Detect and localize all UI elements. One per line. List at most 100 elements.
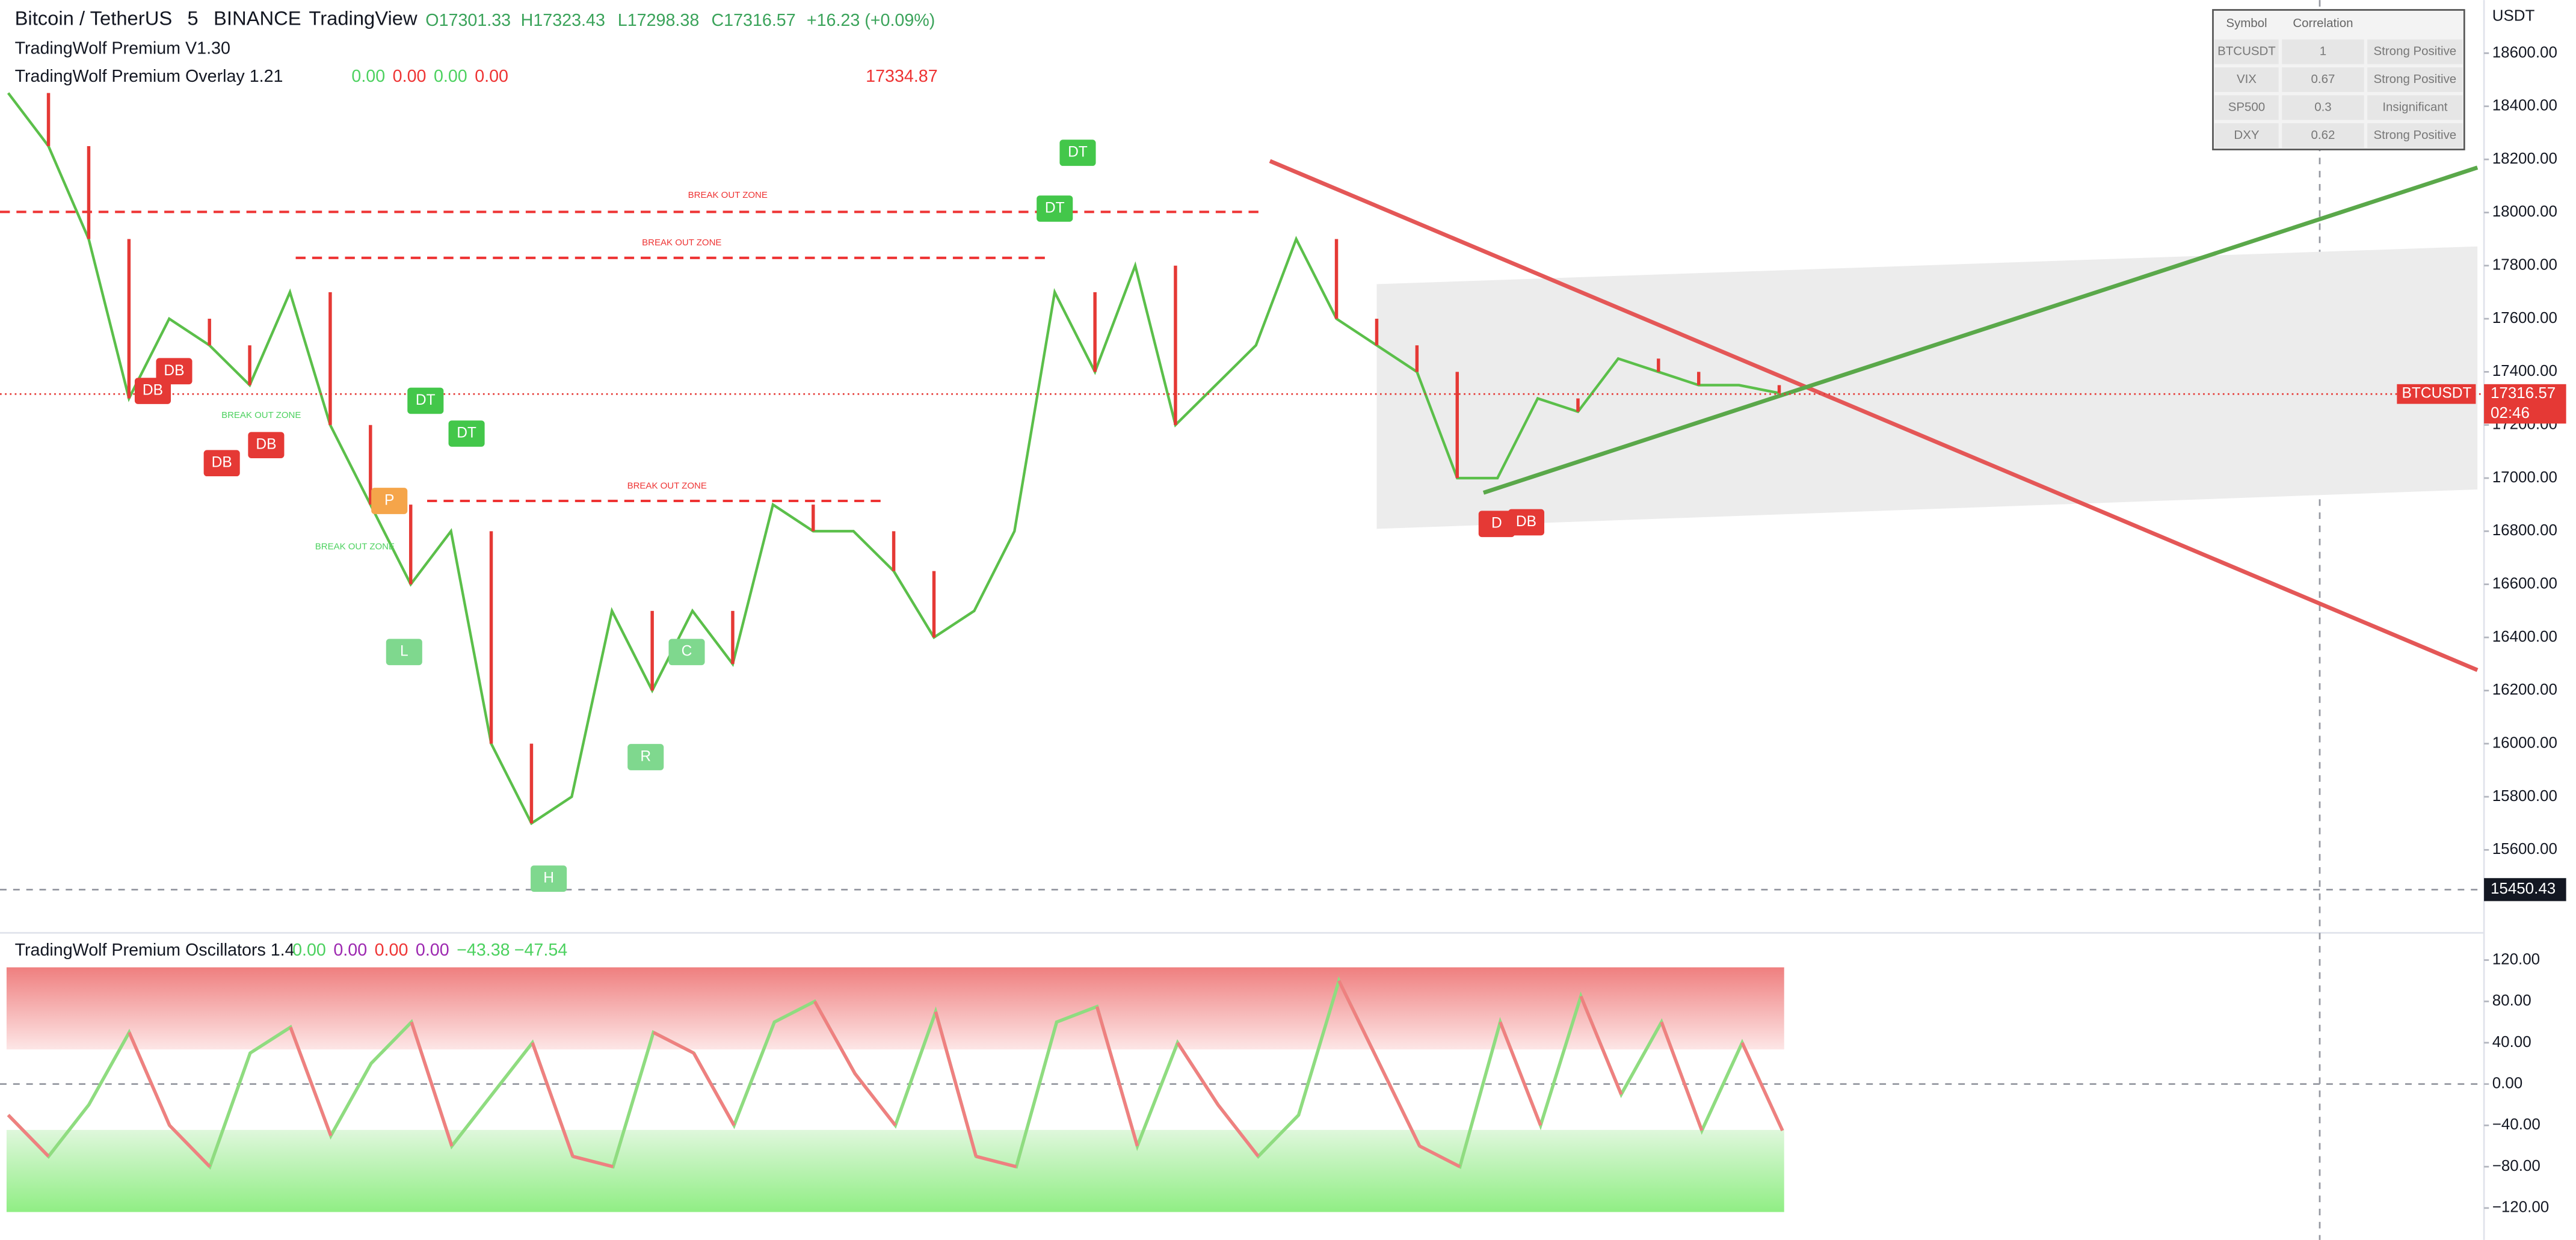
ohlc-low: L17298.38 xyxy=(618,11,699,30)
currency-unit: USDT xyxy=(2492,7,2535,24)
oscillator-down xyxy=(289,1027,333,1137)
y-tick-label: 17400.00 xyxy=(2492,363,2557,379)
signal-label: DB xyxy=(164,363,184,379)
signal-label: DT xyxy=(457,425,476,441)
table-header: Correlation xyxy=(2293,16,2353,30)
table-cell-text: VIX xyxy=(2237,72,2257,86)
signal-badge xyxy=(248,432,285,459)
y-tick-label: 0.00 xyxy=(2492,1075,2522,1092)
signal-badge xyxy=(1059,140,1096,166)
table-cell xyxy=(2367,95,2463,120)
table-cell-text: Insignificant xyxy=(2382,100,2447,114)
oscillator-down xyxy=(531,1042,575,1157)
table-cell-text: Strong Positive xyxy=(2374,72,2457,86)
ohlc-high: H17323.43 xyxy=(521,11,605,30)
y-tick-label: −40.00 xyxy=(2492,1116,2541,1133)
y-tick-label: 15600.00 xyxy=(2492,841,2557,858)
signal-label: L xyxy=(400,643,408,660)
oscillator-readout: 0.00 xyxy=(416,941,449,960)
exchange: BINANCE xyxy=(214,7,301,29)
signal-badge xyxy=(448,420,485,447)
interval: 5 xyxy=(187,7,198,29)
oscillator-readout: 0.00 xyxy=(333,941,367,960)
oscillator-down xyxy=(410,1021,454,1147)
table-cell-text: Strong Positive xyxy=(2374,45,2457,58)
y-tick-label: 18200.00 xyxy=(2492,150,2557,167)
zone-label: BREAK OUT ZONE xyxy=(627,480,707,491)
oscillator-title: TradingWolf Premium Oscillators 1.4 xyxy=(15,941,295,960)
signal-label: DB xyxy=(256,437,276,453)
indicator-name: TradingWolf Premium V1.30 xyxy=(15,39,230,58)
y-tick-label: 18000.00 xyxy=(2492,203,2557,220)
table-cell xyxy=(2367,39,2463,64)
signal-badge xyxy=(203,450,240,477)
oscillator-readout: 0.00 xyxy=(292,941,326,960)
oscillator-down xyxy=(813,1000,857,1075)
table-cell xyxy=(2214,39,2279,64)
indicator-value: 0.00 xyxy=(475,67,508,86)
signal-badge xyxy=(1037,195,1073,222)
signal-label: R xyxy=(640,749,651,765)
y-tick-label: 16400.00 xyxy=(2492,628,2557,645)
signal-label: DT xyxy=(1045,200,1065,216)
oscillator-down xyxy=(1378,1063,1422,1147)
signal-badge xyxy=(1478,511,1515,538)
ohlc-change: +16.23 (+0.09%) xyxy=(807,11,935,30)
indicator-value: 0.00 xyxy=(393,67,427,86)
oscillator-down xyxy=(1216,1103,1260,1158)
ohlc-open: O17301.33 xyxy=(425,11,511,30)
oscillator-readout: 0.00 xyxy=(375,941,408,960)
signal-badge xyxy=(531,865,567,892)
countdown: 02:46 xyxy=(2491,405,2530,422)
crosshair-tag xyxy=(2484,878,2566,901)
signal-label: DB xyxy=(143,382,163,399)
y-tick-label: 17600.00 xyxy=(2492,310,2557,327)
symbol: Bitcoin / TetherUS xyxy=(15,7,173,29)
signal-label: DB xyxy=(212,455,232,471)
y-tick-label: 16600.00 xyxy=(2492,575,2557,592)
signal-badge xyxy=(371,488,408,514)
oscillator-down xyxy=(854,1072,897,1127)
y-tick-label: −120.00 xyxy=(2492,1199,2549,1216)
zone-label: BREAK OUT ZONE xyxy=(221,410,301,420)
y-tick-label: 16200.00 xyxy=(2492,681,2557,698)
table-cell-text: DXY xyxy=(2234,128,2259,142)
oscillator-down xyxy=(1419,1144,1461,1168)
table-cell xyxy=(2214,123,2279,148)
signal-badge xyxy=(1508,509,1545,536)
oscillator-down xyxy=(1660,1021,1704,1131)
table-header: Symbol xyxy=(2226,16,2267,30)
table-cell-text: Strong Positive xyxy=(2374,128,2457,142)
table-cell xyxy=(2282,123,2364,148)
signal-badge xyxy=(668,639,705,666)
oscillator-down xyxy=(652,1031,695,1055)
oscillator-readout: −47.54 xyxy=(514,941,568,960)
signal-label: D xyxy=(1491,515,1502,532)
y-tick-label: 120.00 xyxy=(2492,951,2540,968)
zone-label: BREAK OUT ZONE xyxy=(642,238,721,248)
oscillator-down xyxy=(692,1052,736,1126)
signal-badge xyxy=(134,378,171,404)
trend-line xyxy=(1269,159,2479,672)
oscillator-down xyxy=(1579,995,1623,1095)
table-cell-text: BTCUSDT xyxy=(2217,45,2276,58)
oscillator-down xyxy=(934,1011,978,1157)
price-tag xyxy=(2484,384,2566,424)
table-cell xyxy=(2367,123,2463,148)
oscillator-down xyxy=(7,1114,50,1158)
source: TradingView xyxy=(309,7,418,29)
oscillator-down xyxy=(1176,1042,1219,1106)
price-tag-text: 17316.57 xyxy=(2491,385,2556,402)
symbol-tag xyxy=(2397,384,2476,404)
symbol-tag-text: BTCUSDT xyxy=(2402,385,2472,402)
oscillator-down xyxy=(1095,1006,1139,1147)
indicator-name: TradingWolf Premium Overlay 1.21 xyxy=(15,67,283,86)
table-cell-text: 1 xyxy=(2320,45,2326,58)
y-tick-label: −80.00 xyxy=(2492,1158,2541,1174)
table-cell-text: 0.3 xyxy=(2314,100,2331,114)
oscillator-down xyxy=(572,1155,614,1168)
signal-label: DB xyxy=(1516,514,1536,530)
oscillator-down xyxy=(1499,1021,1542,1126)
